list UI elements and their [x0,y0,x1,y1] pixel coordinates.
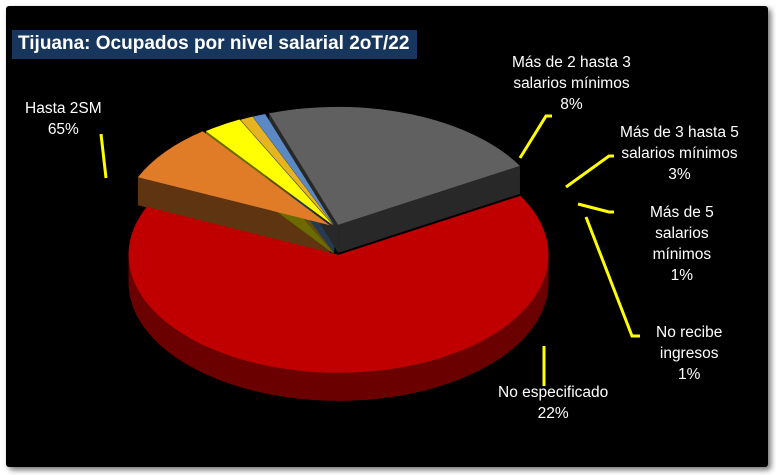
pie-slice [240,116,334,226]
leader-line [99,133,108,179]
slice-label-line: salarios mínimos [513,75,630,92]
slice-label-line: mínimos [652,246,712,263]
leader-line [518,114,552,159]
pie-slice [137,131,330,226]
slice-label-line: 3% [668,166,691,183]
slice-label-line: No recibe [656,324,723,341]
leader-line [577,202,614,214]
slice-label-line: salarios mínimos [621,145,738,162]
pie-slice [252,113,335,226]
slice-label: No especificado 22% [498,382,608,424]
slice-label-line: No especificado [498,384,609,401]
slice-label: Más de 5 salarios mínimos 1% [650,202,714,286]
slice-wall [137,177,330,254]
pie-slice [269,106,520,225]
slice-label: Hasta 2SM 65% [25,98,102,140]
chart-title: Tijuana: Ocupados por nivel salarial 2oT… [12,30,418,59]
pie-chart [99,106,640,401]
leader-lines [99,114,640,386]
slice-label-line: 8% [560,96,583,113]
slice-label: Más de 3 hasta 5 salarios mínimos 3% [620,122,739,185]
leader-line [584,216,640,338]
slice-label-line: 65% [47,121,79,138]
pie-tops [128,106,549,373]
leader-line [565,154,614,189]
slice-label: Más de 2 hasta 3 salarios mínimos 8% [512,52,631,115]
slice-side [128,254,549,401]
slice-wall [338,165,520,253]
slice-label-line: Más de 2 hasta 3 [512,54,631,71]
slice-label-line: 1% [670,267,694,284]
slice-label-line: 1% [677,366,701,383]
slice-label-line: Más de 3 hasta 5 [620,124,739,141]
slice-label-line: Hasta 2SM [25,100,102,117]
pie-slice [205,119,333,226]
slice-label-line: Más de 5 [650,204,714,221]
slice-label-line: 22% [537,405,569,422]
slice-label: No recibe ingresos 1% [656,322,722,385]
slice-label-line: ingresos [659,345,719,362]
slice-label-line: salarios [655,225,709,242]
pie-slice [128,195,549,373]
chart-frame: Tijuana: Ocupados por nivel salarial 2oT… [6,6,768,467]
